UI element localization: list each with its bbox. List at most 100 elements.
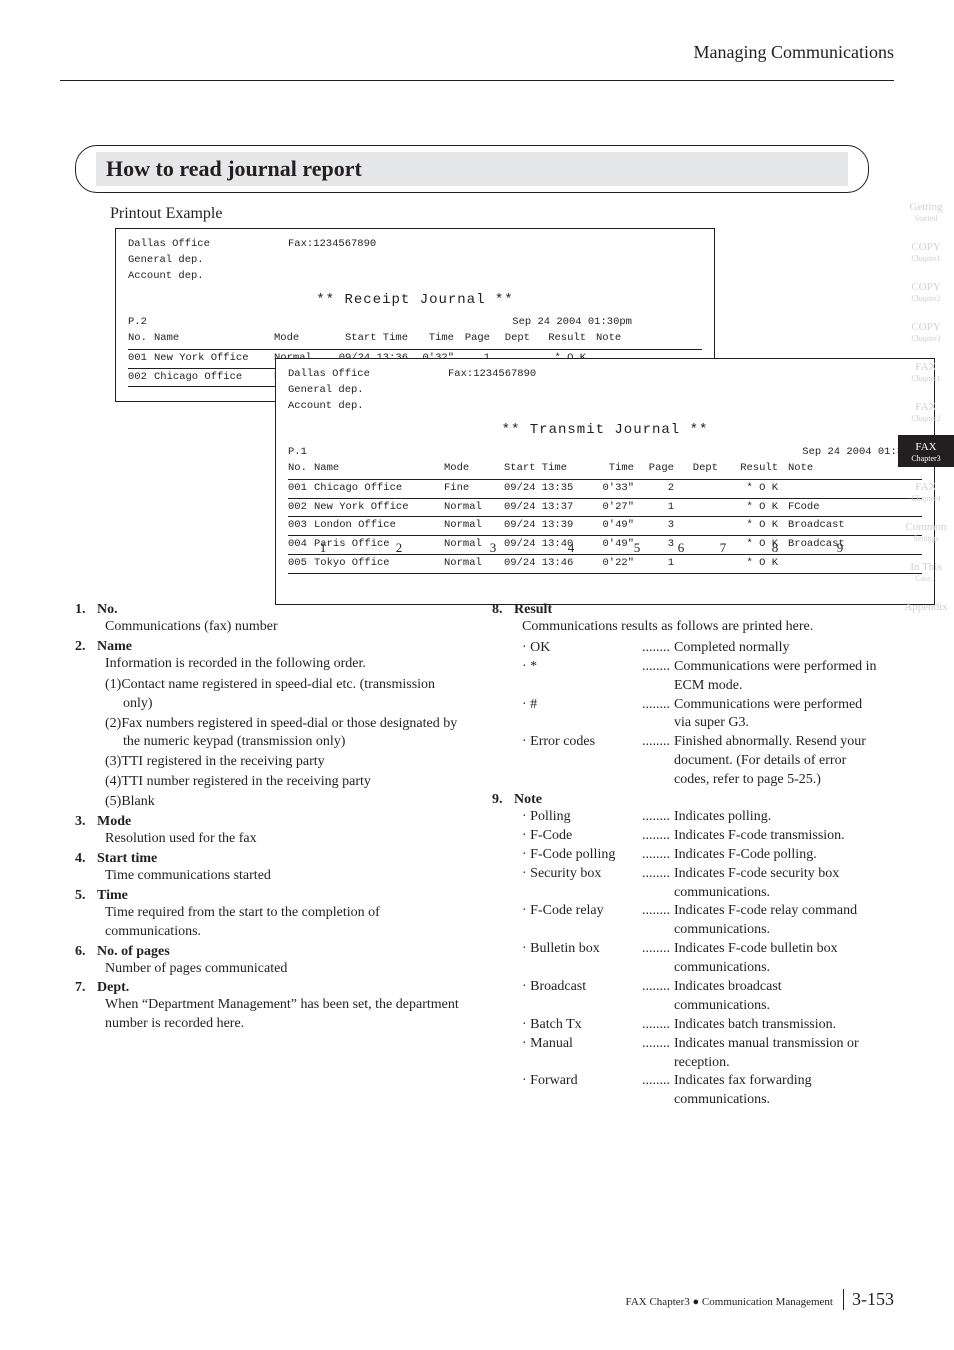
- kv-row: · Manual........Indicates manual transmi…: [522, 1035, 879, 1073]
- receipt-header-row: No. Name Mode Start Time Time Page Dept …: [128, 331, 702, 350]
- item-body: When “Department Management” has been se…: [105, 996, 462, 1034]
- side-tab[interactable]: Appendix: [898, 595, 954, 618]
- table-row: 001Chicago OfficeFine09/24 13:350'33"2* …: [288, 480, 922, 499]
- item-heading: 7.Dept.: [75, 980, 462, 996]
- callout-8: 8: [745, 540, 805, 556]
- body-columns: 1.No.Communications (fax) number2.NameIn…: [75, 600, 879, 1110]
- receipt-dep2: Account dep.: [128, 269, 288, 285]
- item-body: Information is recorded in the following…: [105, 655, 462, 674]
- callout-3: 3: [457, 540, 529, 556]
- receipt-heading: ** Receipt Journal **: [128, 290, 702, 311]
- tcol-dept: Dept: [674, 461, 718, 477]
- item-body: Resolution used for the fax: [105, 830, 462, 849]
- tcol-time: Time: [586, 461, 634, 477]
- item-heading: 4.Start time: [75, 851, 462, 867]
- side-tab[interactable]: FAXChapter3: [898, 435, 954, 467]
- col-dept: Dept: [490, 331, 530, 347]
- item-heading: 3.Mode: [75, 814, 462, 830]
- section-title-container: How to read journal report: [75, 145, 869, 193]
- item-body: Communications results as follows are pr…: [522, 618, 879, 637]
- side-tab[interactable]: FAXChapter4: [898, 475, 954, 507]
- side-tab[interactable]: FAXChapter1: [898, 355, 954, 387]
- transmit-page: P.1: [288, 445, 307, 461]
- section-title: How to read journal report: [96, 152, 848, 186]
- kv-row: · Error codes........Finished abnormally…: [522, 733, 879, 790]
- kv-row: · Polling........Indicates polling.: [522, 808, 879, 827]
- header-rule: [60, 80, 894, 81]
- transmit-sender: Dallas Office: [288, 367, 448, 383]
- receipt-sender: Dallas Office: [128, 237, 288, 253]
- table-row: 003London OfficeNormal09/24 13:390'49"3*…: [288, 517, 922, 536]
- item-sub: (4)TTI number registered in the receivin…: [123, 773, 462, 792]
- side-tab[interactable]: COPYChapter3: [898, 315, 954, 347]
- tcol-no: No.: [288, 461, 314, 477]
- col-no: No.: [128, 331, 154, 347]
- side-tab[interactable]: GettingStarted: [898, 195, 954, 227]
- side-tab[interactable]: In ThisCase...: [898, 555, 954, 587]
- item-body: Time communications started: [105, 867, 462, 886]
- item-heading: 6.No. of pages: [75, 944, 462, 960]
- transmit-fax: Fax:1234567890: [448, 367, 536, 414]
- item-heading: 5.Time: [75, 888, 462, 904]
- transmit-dep2: Account dep.: [288, 399, 448, 415]
- transmit-journal-box: Dallas Office General dep. Account dep. …: [275, 358, 935, 605]
- kv-row: · Security box........Indicates F-code s…: [522, 865, 879, 903]
- col-page: Page: [454, 331, 490, 347]
- col-time: Time: [408, 331, 454, 347]
- table-row: 005Tokyo OfficeNormal09/24 13:460'22"1* …: [288, 555, 922, 574]
- callout-7: 7: [701, 540, 745, 556]
- tcol-start: Start Time: [504, 461, 586, 477]
- kv-row: · *........Communications were performed…: [522, 658, 879, 696]
- side-tab[interactable]: FAXChapter2: [898, 395, 954, 427]
- callout-5: 5: [613, 540, 661, 556]
- kv-row: · Batch Tx........Indicates batch transm…: [522, 1016, 879, 1035]
- receipt-fax: Fax:1234567890: [288, 237, 376, 284]
- tcol-page: Page: [634, 461, 674, 477]
- tcol-name: Name: [314, 461, 444, 477]
- page-header: Managing Communications: [694, 42, 894, 63]
- side-tab[interactable]: COPYChapter2: [898, 275, 954, 307]
- transmit-dep1: General dep.: [288, 383, 448, 399]
- kv-row: · F-Code polling........Indicates F-Code…: [522, 846, 879, 865]
- receipt-page: P.2: [128, 315, 147, 331]
- tcol-mode: Mode: [444, 461, 504, 477]
- kv-row: · F-Code........Indicates F-code transmi…: [522, 827, 879, 846]
- kv-row: · OK........Completed normally: [522, 639, 879, 658]
- item-heading: 9.Note: [492, 792, 879, 808]
- printout-example-label: Printout Example: [110, 205, 222, 223]
- item-sub: (3)TTI registered in the receiving party: [123, 753, 462, 772]
- table-row: 002New York OfficeNormal09/24 13:370'27"…: [288, 499, 922, 518]
- callout-9: 9: [805, 540, 875, 556]
- item-sub: (2)Fax numbers registered in speed-dial …: [123, 715, 462, 753]
- transmit-heading: ** Transmit Journal **: [288, 420, 922, 441]
- transmit-header-row: No. Name Mode Start Time Time Page Dept …: [288, 461, 922, 480]
- kv-row: · #........Communications were performed…: [522, 696, 879, 734]
- kv-row: · Broadcast........Indicates broadcast c…: [522, 978, 879, 1016]
- item-sub: (5)Blank: [123, 793, 462, 812]
- item-heading: 2.Name: [75, 639, 462, 655]
- side-tab[interactable]: COPYChapter1: [898, 235, 954, 267]
- callout-1: 1: [305, 540, 341, 556]
- item-body: Communications (fax) number: [105, 618, 462, 637]
- callout-2: 2: [341, 540, 457, 556]
- left-column: 1.No.Communications (fax) number2.NameIn…: [75, 600, 462, 1110]
- footer-page: 3-153: [843, 1289, 894, 1310]
- col-mode: Mode: [274, 331, 330, 347]
- item-body: Number of pages communicated: [105, 960, 462, 979]
- receipt-date: Sep 24 2004 01:30pm: [512, 315, 632, 331]
- footer-text: FAX Chapter3 ● Communication Management: [626, 1296, 833, 1308]
- item-heading: 8.Result: [492, 602, 879, 618]
- side-tabs: GettingStarted COPYChapter1 COPYChapter2 CO…: [898, 195, 954, 618]
- receipt-dep1: General dep.: [128, 253, 288, 269]
- col-note: Note: [586, 331, 702, 347]
- kv-row: · F-Code relay........Indicates F-code r…: [522, 902, 879, 940]
- callout-6: 6: [661, 540, 701, 556]
- col-result: Result: [530, 331, 586, 347]
- tcol-result: Result: [718, 461, 778, 477]
- page-footer: FAX Chapter3 ● Communication Management …: [626, 1289, 894, 1310]
- callout-4: 4: [529, 540, 613, 556]
- side-tab[interactable]: CommonSettings: [898, 515, 954, 547]
- kv-row: · Forward........Indicates fax forwardin…: [522, 1072, 879, 1110]
- item-sub: (1)Contact name registered in speed-dial…: [123, 676, 462, 714]
- col-name: Name: [154, 331, 274, 347]
